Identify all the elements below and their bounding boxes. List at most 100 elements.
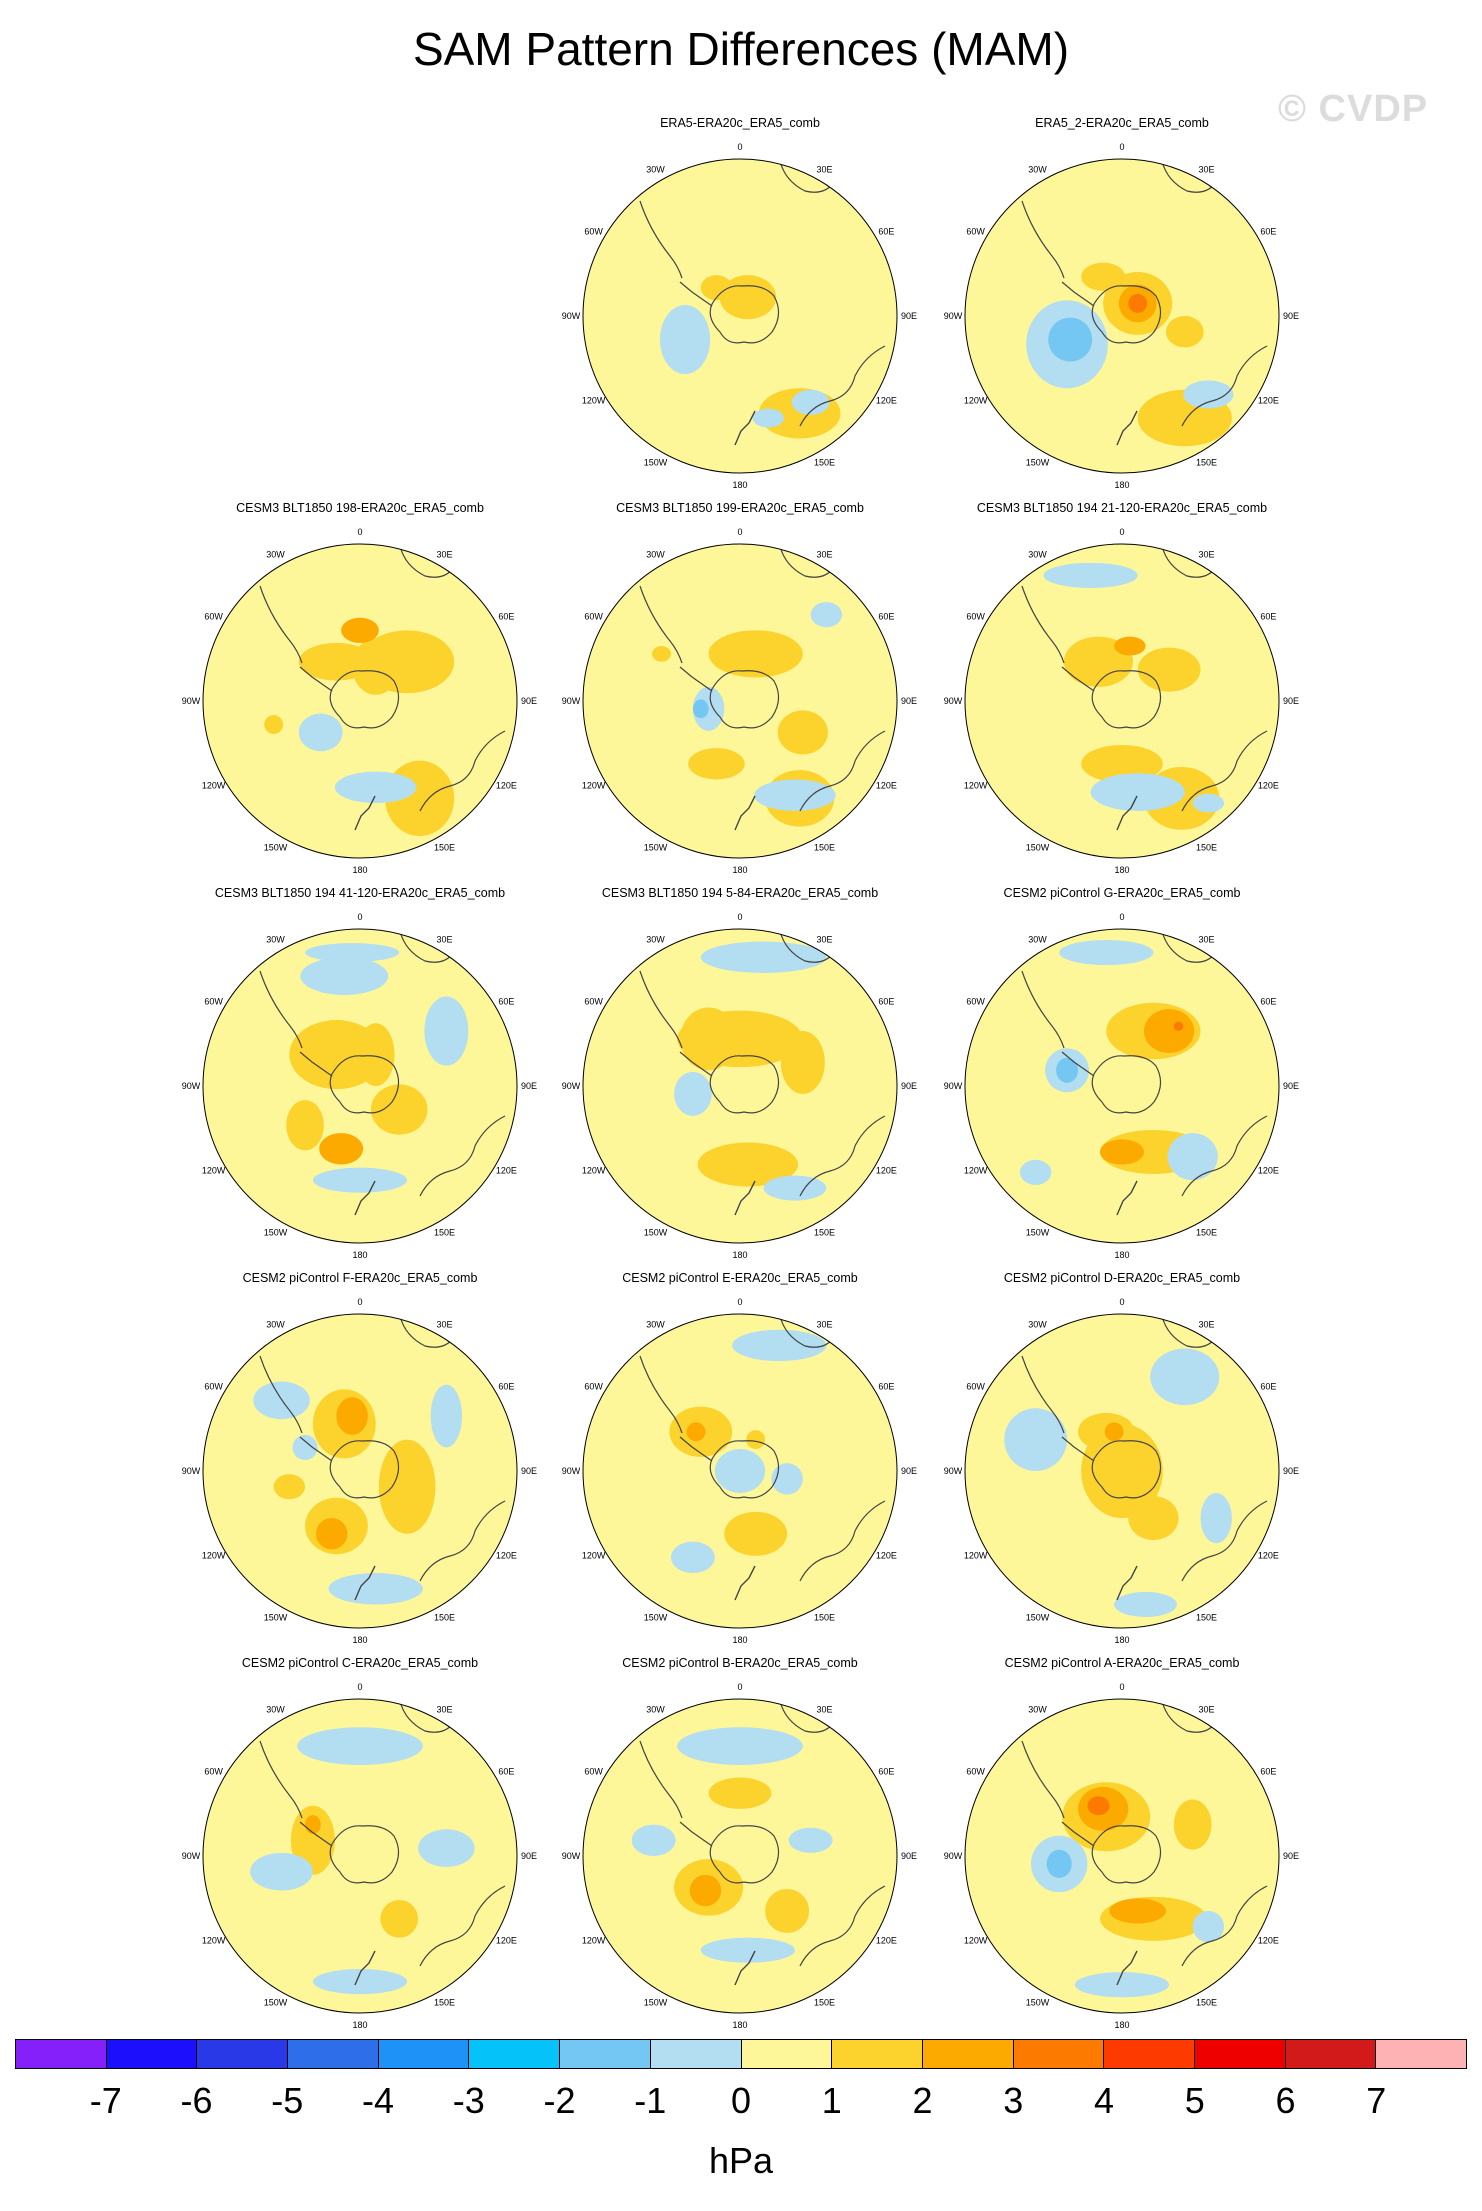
longitude-label: 120E [1258, 1166, 1279, 1176]
longitude-label: 90W [944, 311, 963, 321]
map-panel: CESM3 BLT1850 194 5-84-ERA20c_ERA5_comb 0… [550, 886, 930, 1268]
new-zealand-coastline [354, 1950, 376, 1986]
longitude-label: 120E [876, 1166, 897, 1176]
antarctica-coastline [329, 670, 400, 729]
south-america-coastline [259, 1355, 303, 1434]
positive-anomaly-contour [1173, 1799, 1212, 1850]
colorbar-tick-label: -2 [543, 2080, 576, 2121]
colorbar-tick-label: -6 [180, 2080, 213, 2121]
peninsula-coastline [299, 1051, 333, 1077]
antarctica-coastline [709, 1055, 780, 1114]
longitude-label: 180 [1114, 480, 1129, 490]
longitude-label: 30E [1198, 1705, 1214, 1715]
longitude-label: 150W [1026, 842, 1050, 852]
longitude-label: 180 [1114, 865, 1129, 875]
longitude-label: 90E [901, 1851, 917, 1861]
longitude-label: 90E [521, 1851, 537, 1861]
colorbar [15, 2039, 1467, 2069]
map-border [964, 158, 1280, 474]
negative-anomaly-contour [1192, 793, 1225, 813]
negative-anomaly-contour [752, 408, 784, 428]
negative-anomaly-contour [791, 389, 830, 415]
negative-anomaly-contour [1192, 1910, 1225, 1943]
longitude-label: 120W [582, 781, 606, 791]
longitude-label: 180 [732, 865, 747, 875]
africa-coastline [1161, 160, 1218, 193]
longitude-label: 0 [357, 527, 362, 537]
longitude-label: 180 [1114, 1635, 1129, 1645]
panel-title: CESM3 BLT1850 194 41-120-ERA20c_ERA5_com… [214, 886, 506, 900]
colorbar-swatch [106, 2040, 198, 2068]
africa-coastline [1161, 1700, 1218, 1733]
panel-title: CESM3 BLT1850 198-ERA20c_ERA5_comb [236, 501, 484, 515]
south-america-coastline [1021, 1355, 1065, 1434]
longitude-label: 30E [436, 1705, 452, 1715]
peninsula-coastline [1061, 281, 1095, 307]
longitude-label: 60E [498, 1767, 514, 1777]
positive-anomaly-contour [319, 1133, 364, 1165]
negative-anomaly-contour [631, 1824, 676, 1856]
negative-anomaly-contour [1048, 317, 1093, 362]
negative-anomaly-contour [788, 1827, 833, 1853]
longitude-label: 90W [944, 1466, 963, 1476]
longitude-label: 90E [1283, 1851, 1299, 1861]
south-america-coastline [1021, 200, 1065, 279]
longitude-label: 0 [357, 1682, 362, 1692]
longitude-label: 150W [1026, 457, 1050, 467]
negative-anomaly-contour [810, 602, 843, 628]
longitude-label: 30W [266, 550, 285, 560]
antarctica-coastline [329, 1055, 400, 1114]
longitude-label: 120W [582, 396, 606, 406]
positive-anomaly-contour [708, 1777, 772, 1809]
positive-anomaly-contour [341, 617, 379, 643]
negative-anomaly-contour [1004, 1408, 1068, 1471]
colorbar-swatch [288, 2040, 379, 2068]
negative-anomaly-contour [292, 1434, 318, 1461]
longitude-label: 90W [944, 1851, 963, 1861]
longitude-label: 60W [204, 1382, 223, 1392]
positive-anomaly-contour [1143, 1009, 1195, 1054]
australia-coastline [799, 730, 886, 812]
longitude-label: 60W [966, 1767, 985, 1777]
map-panel: CESM2 piControl D-ERA20c_ERA5_comb 0 30E 60… [932, 1271, 1312, 1653]
longitude-label: 60E [878, 1382, 894, 1392]
longitude-label: 30W [266, 935, 285, 945]
cvdp-watermark: © CVDP [1278, 88, 1429, 130]
peninsula-coastline [299, 1821, 333, 1847]
australia-coastline [419, 1885, 506, 1967]
longitude-label: 30W [1028, 1320, 1047, 1330]
negative-anomaly-contour [1046, 1849, 1072, 1878]
longitude-label: 180 [732, 1635, 747, 1645]
map-border [964, 543, 1280, 859]
longitude-label: 180 [732, 480, 747, 490]
longitude-label: 150W [264, 842, 288, 852]
longitude-label: 0 [1119, 1682, 1124, 1692]
australia-coastline [799, 1885, 886, 1967]
negative-anomaly-contour [1059, 939, 1154, 966]
positive-anomaly-contour [286, 1100, 324, 1151]
longitude-label: 150E [1196, 1612, 1217, 1622]
map-panel: CESM3 BLT1850 194 21-120-ERA20c_ERA5_com… [932, 501, 1312, 883]
south-america-coastline [259, 1740, 303, 1819]
map-border [582, 158, 898, 474]
longitude-label: 120E [876, 1551, 897, 1561]
longitude-label: 30E [816, 935, 832, 945]
longitude-label: 90W [562, 696, 581, 706]
longitude-label: 90W [562, 1466, 581, 1476]
south-america-coastline [639, 1355, 683, 1434]
longitude-label: 0 [737, 527, 742, 537]
negative-anomaly-contour [1167, 1133, 1218, 1181]
map-panel: CESM2 piControl A-ERA20c_ERA5_comb 0 30E 60… [932, 1656, 1312, 2038]
negative-anomaly-contour [674, 1071, 712, 1116]
negative-anomaly-contour [300, 957, 389, 995]
australia-coastline [419, 1500, 506, 1582]
map-border [202, 1698, 518, 2014]
antarctica-coastline [709, 285, 780, 344]
positive-anomaly-contour [697, 1142, 799, 1187]
longitude-label: 60E [1260, 1382, 1276, 1392]
map-border [964, 1313, 1280, 1629]
colorbar-swatch [1104, 2040, 1195, 2068]
map-panel: CESM3 BLT1850 194 41-120-ERA20c_ERA5_com… [170, 886, 550, 1268]
south-america-coastline [639, 200, 683, 279]
positive-anomaly-contour [780, 1031, 825, 1094]
